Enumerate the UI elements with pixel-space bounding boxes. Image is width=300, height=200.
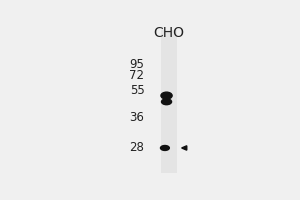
Ellipse shape [161,99,172,105]
Ellipse shape [160,146,169,150]
Polygon shape [182,146,187,150]
Ellipse shape [161,92,172,99]
Text: 72: 72 [130,69,145,82]
Text: 36: 36 [130,111,145,124]
Bar [161,30,177,173]
Text: CHO: CHO [153,26,184,40]
Text: 55: 55 [130,84,145,97]
Text: 95: 95 [130,58,145,71]
Text: 28: 28 [130,141,145,154]
